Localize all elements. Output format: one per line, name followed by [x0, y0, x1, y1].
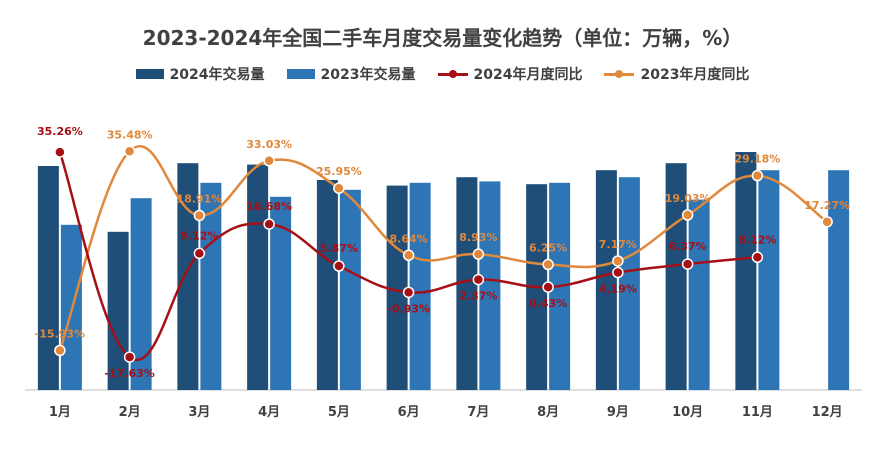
- bar-2023-volume[interactable]: [339, 189, 361, 390]
- legend-label-2024-volume: 2024年交易量: [169, 67, 265, 83]
- point-2023-yoy[interactable]: [193, 209, 206, 222]
- x-tick-label: 3月: [188, 405, 210, 420]
- bar-2023-volume[interactable]: [270, 196, 292, 390]
- point-2024-yoy[interactable]: [54, 146, 66, 158]
- x-tick-label: 8月: [537, 405, 559, 420]
- point-2023-yoy[interactable]: [472, 248, 485, 260]
- data-label-2024-yoy: 2.37%: [459, 290, 497, 303]
- x-tick-label: 9月: [607, 405, 629, 420]
- bar-2023-volume[interactable]: [130, 198, 152, 390]
- point-2024-yoy[interactable]: [333, 260, 345, 272]
- data-label-2024-yoy: -0.93%: [387, 302, 430, 315]
- x-tick-label: 10月: [672, 405, 703, 420]
- data-label-2023-yoy: 17.27%: [804, 199, 850, 212]
- point-2024-yoy[interactable]: [263, 218, 275, 230]
- data-label-2024-yoy: 9.12%: [180, 229, 218, 242]
- legend-item-2024-yoy[interactable]: 2024年月度同比: [437, 64, 583, 84]
- legend-swatch-2024-volume: [135, 69, 164, 79]
- point-2024-yoy[interactable]: [402, 286, 415, 299]
- bar-2024-volume[interactable]: [386, 185, 408, 390]
- legend-swatch-2023-volume: [286, 69, 315, 79]
- bar-2023-volume[interactable]: [758, 170, 780, 390]
- data-label-2023-yoy: 6.25%: [529, 242, 567, 255]
- point-2024-yoy[interactable]: [193, 247, 206, 260]
- data-label-2023-yoy: 29.18%: [734, 153, 780, 166]
- data-label-2024-yoy: -17.63%: [104, 367, 154, 380]
- bar-2024-volume[interactable]: [316, 180, 338, 390]
- point-2024-yoy[interactable]: [472, 273, 485, 286]
- bar-2023-volume[interactable]: [409, 182, 431, 390]
- legend-label-2023-yoy: 2023年月度同比: [640, 67, 750, 83]
- legend-label-2024-yoy: 2024年月度同比: [473, 67, 583, 83]
- legend-swatch-2024-yoy: [437, 69, 468, 79]
- data-label-2023-yoy: 25.95%: [316, 165, 362, 178]
- point-2024-yoy[interactable]: [681, 258, 694, 270]
- legend-item-2023-yoy[interactable]: 2023年月度同比: [604, 64, 749, 84]
- point-2023-yoy[interactable]: [612, 255, 624, 267]
- chart-title: 2023-2024年全国二手车月度交易量变化趋势（单位：万辆，%）: [142, 26, 743, 50]
- data-label-2024-yoy: 16.68%: [246, 200, 292, 213]
- x-tick-label: 4月: [258, 405, 280, 420]
- data-label-2024-yoy: 0.43%: [529, 297, 567, 310]
- point-2023-yoy[interactable]: [402, 249, 415, 262]
- bar-2023-volume[interactable]: [828, 170, 850, 390]
- legend-label-2023-volume: 2023年交易量: [320, 67, 416, 83]
- data-label-2023-yoy: 8.93%: [459, 231, 497, 244]
- data-label-2024-yoy: 35.26%: [37, 125, 83, 138]
- point-2023-yoy[interactable]: [54, 344, 66, 357]
- data-label-2024-yoy: 6.37%: [669, 240, 707, 253]
- x-tick-label: 11月: [742, 405, 773, 420]
- data-label-2024-yoy: 4.19%: [599, 283, 637, 296]
- point-2024-yoy[interactable]: [123, 351, 136, 363]
- data-label-2023-yoy: 8.64%: [390, 232, 428, 245]
- bar-2024-volume[interactable]: [247, 164, 269, 390]
- bar-2023-volume[interactable]: [200, 182, 222, 390]
- legend-item-2023-volume[interactable]: 2023年交易量: [286, 64, 416, 84]
- data-label-2023-yoy: -15.93%: [35, 327, 85, 340]
- point-2023-yoy[interactable]: [263, 155, 275, 167]
- data-label-2023-yoy: 7.17%: [599, 238, 637, 251]
- bar-2024-volume[interactable]: [595, 170, 617, 390]
- data-label-2023-yoy: 18.91%: [176, 192, 222, 205]
- x-tick-label: 7月: [467, 405, 489, 420]
- bar-2024-volume[interactable]: [37, 166, 59, 390]
- line-2023-yoy: [58, 145, 828, 351]
- point-2023-yoy[interactable]: [542, 258, 554, 271]
- point-2023-yoy[interactable]: [123, 145, 136, 158]
- point-2023-yoy[interactable]: [821, 216, 833, 228]
- x-tick-label: 2月: [119, 405, 141, 420]
- data-label-2023-yoy: 19.03%: [665, 192, 711, 205]
- point-2023-yoy[interactable]: [681, 209, 694, 221]
- data-label-2023-yoy: 35.48%: [107, 128, 153, 141]
- x-tick-label: 1月: [49, 405, 71, 420]
- point-2023-yoy[interactable]: [333, 182, 345, 194]
- point-2024-yoy[interactable]: [751, 251, 764, 264]
- point-2024-yoy[interactable]: [612, 266, 624, 279]
- data-label-2024-yoy: 5.87%: [320, 242, 358, 255]
- bar-2024-volume[interactable]: [177, 163, 199, 390]
- x-tick-label: 5月: [328, 405, 350, 420]
- bar-2024-volume[interactable]: [735, 152, 757, 390]
- bar-2023-volume[interactable]: [479, 181, 501, 390]
- bar-2023-volume[interactable]: [618, 177, 640, 390]
- x-tick-label: 6月: [398, 405, 420, 420]
- x-tick-label: 12月: [812, 405, 843, 420]
- legend: 2024年交易量 2023年交易量 2024年月度同比 2023年月度同比: [0, 64, 885, 84]
- point-2023-yoy[interactable]: [751, 169, 764, 182]
- legend-item-2024-volume[interactable]: 2024年交易量: [135, 64, 265, 84]
- data-label-2024-yoy: 8.12%: [738, 233, 776, 246]
- point-2024-yoy[interactable]: [542, 281, 554, 293]
- bar-2024-volume[interactable]: [456, 177, 478, 390]
- data-label-2023-yoy: 33.03%: [246, 138, 292, 151]
- bar-2023-volume[interactable]: [688, 199, 710, 390]
- legend-swatch-2023-yoy: [604, 69, 635, 79]
